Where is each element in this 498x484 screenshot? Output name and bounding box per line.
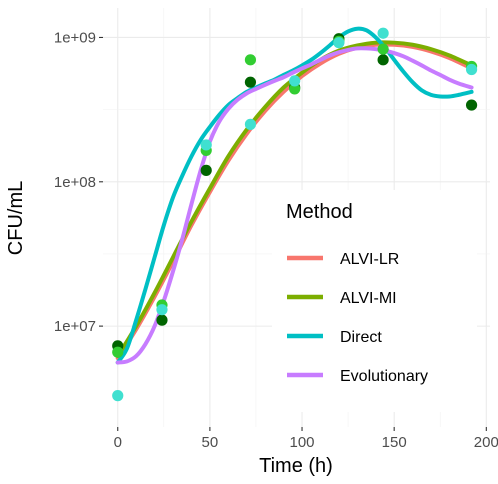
data-point [465, 63, 478, 76]
legend-entries: ALVI-LR ALVI-MI Direct Evolutionary [287, 251, 428, 385]
data-point [112, 390, 124, 402]
x-tick-label: 0 [114, 434, 122, 451]
data-point [289, 75, 301, 87]
legend-label: Direct [340, 329, 382, 346]
legend: Method ALVI-LR ALVI-MI Direct Evolutionary [272, 190, 477, 412]
data-point [200, 139, 212, 151]
observed-points [112, 27, 478, 402]
legend-label: Evolutionary [340, 368, 428, 385]
legend-title: Method [286, 201, 353, 223]
y-tick-label: 1e+07 [54, 318, 96, 335]
data-point [244, 76, 257, 88]
data-point [244, 118, 257, 130]
x-axis: 0 50 100 150 200 [114, 427, 498, 451]
data-point [112, 346, 124, 358]
x-tick-label: 50 [202, 434, 219, 451]
x-tick-label: 200 [474, 434, 498, 451]
y-tick-label: 1e+08 [54, 174, 96, 191]
x-tick-label: 150 [382, 434, 407, 451]
x-axis-title: Time (h) [259, 455, 333, 477]
legend-label: ALVI-LR [340, 251, 399, 268]
y-axis: 1e+07 1e+08 1e+09 [54, 29, 103, 335]
data-point [244, 54, 257, 66]
data-point [333, 37, 345, 49]
y-tick-label: 1e+09 [54, 29, 96, 46]
data-point [377, 54, 389, 66]
legend-label: ALVI-MI [340, 290, 397, 307]
data-point [289, 83, 301, 95]
data-point [465, 99, 478, 111]
x-tick-label: 100 [290, 434, 315, 451]
data-point [200, 164, 212, 176]
series-line-evolutionary [115, 46, 474, 365]
data-point [156, 304, 168, 316]
data-point [377, 27, 389, 39]
y-axis-title: CFU/mL [5, 181, 27, 255]
data-point [377, 43, 389, 55]
data-point [156, 314, 168, 326]
